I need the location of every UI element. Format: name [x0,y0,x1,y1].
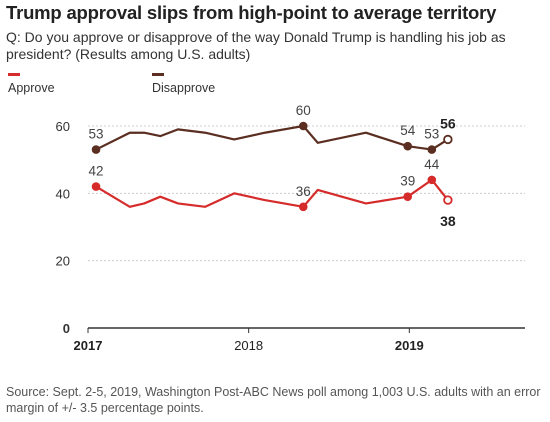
x-tick-label-2017: 2017 [74,338,103,353]
disapprove-label-13: 56 [440,115,456,131]
disapprove-point-13 [443,134,453,145]
approve-point-11 [403,192,413,201]
legend-approve: Approve [8,81,55,95]
disapprove-label-11: 54 [400,123,416,138]
source-note: Source: Sept. 2-5, 2019, Washington Post… [6,385,541,415]
approve-point-13 [443,195,453,205]
disapprove-point-11 [403,141,413,151]
disapprove-label-8: 60 [296,103,311,118]
disapprove-point-12 [427,145,437,154]
y-tick-label-40: 40 [56,186,70,201]
x-tick-label-2019: 2019 [395,338,424,353]
survey-question: Q: Do you approve or disapprove of the w… [6,29,506,62]
disapprove-label-0: 53 [89,127,104,142]
legend-disapprove: Disapprove [152,81,216,95]
approve-line [95,178,449,208]
legend-swatch-approve [8,73,20,76]
disapprove-label-12: 53 [424,127,439,142]
approve-label-13: 38 [440,213,456,229]
y-tick-label-0: 0 [63,321,70,336]
disapprove-line [95,124,449,151]
approve-label-0: 42 [89,164,104,179]
legend-swatch-disapprove [152,73,164,76]
approve-point-0 [91,182,101,191]
approve-point-8 [298,202,308,212]
approve-point-12 [427,175,437,185]
approve-label-11: 39 [400,174,415,189]
approve-label-12: 44 [424,157,440,172]
y-tick-label-20: 20 [56,254,70,269]
x-tick-label-2018: 2018 [234,338,263,353]
disapprove-point-0 [91,145,101,154]
disapprove-point-8 [298,121,308,131]
y-tick-label-60: 60 [56,119,70,134]
chart-title: Trump approval slips from high-point to … [6,2,497,23]
approve-label-8: 36 [296,184,311,199]
